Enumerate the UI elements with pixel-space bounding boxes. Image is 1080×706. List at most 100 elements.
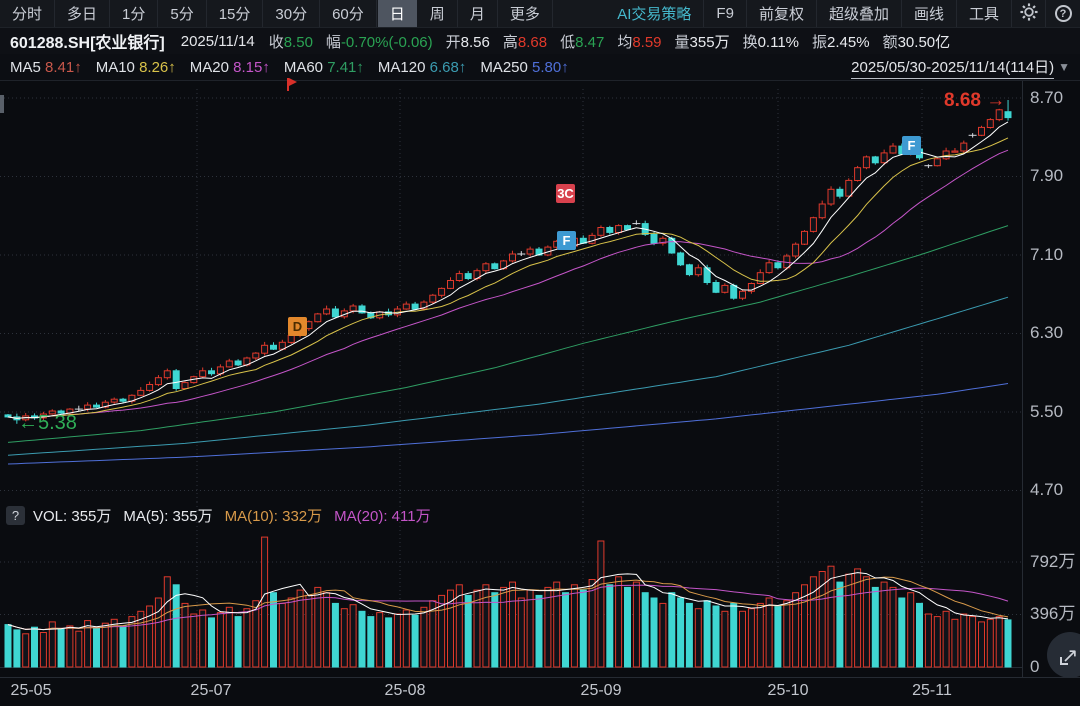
volume-tick-0: 0 <box>1030 657 1040 676</box>
ma-label: MA5 <box>10 58 46 76</box>
ma-value: 6.68↑ <box>429 58 467 76</box>
period-tab-1分[interactable]: 1分 <box>110 0 159 27</box>
quote-stat-value: 8.68 <box>517 33 548 51</box>
ma-item-MA120: MA120 6.68↑ <box>378 59 466 76</box>
volume-help-button[interactable]: ? <box>6 506 25 525</box>
period-tab-周[interactable]: 周 <box>418 0 458 27</box>
period-tab-月[interactable]: 月 <box>458 0 498 27</box>
price-tick-6.30: 6.30 <box>1030 323 1064 342</box>
quote-stat-label: 额 <box>882 33 898 51</box>
volume-chart[interactable] <box>0 502 1022 677</box>
tool-button-AI交易策略[interactable]: AI交易策略 <box>605 0 705 27</box>
quote-stat-幅: 幅-0.70%(-0.06) <box>326 31 433 52</box>
flag-icon <box>287 78 297 91</box>
help-button[interactable]: ? <box>1046 0 1080 27</box>
quote-stat-label: 振 <box>812 33 828 51</box>
arrow-left-icon: ← <box>18 412 38 434</box>
quote-stat-低: 低8.47 <box>560 31 604 52</box>
period-tab-多日[interactable]: 多日 <box>55 0 111 27</box>
arrow-right-icon: → <box>986 90 1006 111</box>
period-tab-30分[interactable]: 30分 <box>263 0 321 27</box>
period-tab-15分[interactable]: 15分 <box>207 0 264 27</box>
quote-stat-额: 额30.50亿 <box>883 31 951 52</box>
price-tick-5.50: 5.50 <box>1030 402 1064 421</box>
period-tab-60分[interactable]: 60分 <box>320 0 377 27</box>
ma-item-MA5: MA5 8.41↑ <box>10 59 82 76</box>
high-price-value: 8.68 <box>944 90 987 111</box>
period-tab-日[interactable]: 日 <box>377 0 417 27</box>
tool-button-超级叠加[interactable]: 超级叠加 <box>817 0 902 27</box>
tool-button-F9[interactable]: F9 <box>704 0 747 27</box>
vol-ma-VOL: VOL: 355万 <box>33 508 112 525</box>
quote-bar: 601288.SH[农业银行] 2025/11/14 收8.50 幅-0.70%(… <box>0 28 1080 54</box>
tool-button-前复权[interactable]: 前复权 <box>747 0 817 27</box>
quote-stat-开: 开8.56 <box>446 31 490 52</box>
quote-stat-value: 8.47 <box>575 33 605 51</box>
ma-label: MA120 <box>377 58 430 76</box>
volume-header: ? VOL: 355万 MA(5): 355万 MA(10): 332万 MA(20)… <box>6 505 443 526</box>
date-range-selector[interactable]: 2025/05/30-2025/11/14(114日) ▼ <box>851 56 1070 79</box>
price-tick-8.70: 8.70 <box>1030 88 1064 107</box>
ma-label: MA250 <box>480 58 533 76</box>
ma-item-MA10: MA10 8.26↑ <box>96 59 176 76</box>
settings-button[interactable] <box>1012 0 1046 27</box>
quote-stat-value: 30.50亿 <box>897 33 951 51</box>
ma-label: MA10 <box>95 58 140 76</box>
toolbar-right: AI交易策略 F9 前复权 超级叠加 画线 工具 <box>605 0 1080 27</box>
quote-stat-label: 幅 <box>325 33 341 51</box>
quote-stat-value: 0.11% <box>757 33 800 51</box>
chevron-down-icon: ▼ <box>1058 60 1070 74</box>
quote-stat-label: 低 <box>560 33 576 51</box>
quote-stat-value: 8.56 <box>460 33 490 51</box>
quote-stat-振: 振2.45% <box>812 31 870 52</box>
time-tick-25-09: 25-09 <box>580 682 622 699</box>
quote-stat-value: -0.70%(-0.06) <box>340 33 433 51</box>
signal-badge-3C[interactable]: 3C <box>556 184 575 203</box>
period-toolbar: 分时 多日 1分 5分 15分 30分 60分日周月更多 AI交易策略 F9 前复权 超级叠加 画线… <box>0 0 1080 28</box>
quote-stat-量: 量355万 <box>675 31 730 52</box>
ma-value: 8.15↑ <box>233 58 270 76</box>
tool-button-工具[interactable]: 工具 <box>957 0 1012 27</box>
signal-badge-D[interactable]: D <box>288 317 307 336</box>
ma-item-MA250: MA250 5.80↑ <box>480 59 568 76</box>
tool-button-画线[interactable]: 画线 <box>902 0 957 27</box>
time-tick-25-11: 25-11 <box>912 682 952 699</box>
quote-stat-label: 换 <box>742 33 758 51</box>
quote-stat-均: 均8.59 <box>617 31 661 52</box>
left-scroll-handle[interactable] <box>0 95 4 113</box>
ma-value: 5.80↑ <box>532 58 569 76</box>
price-tick-7.90: 7.90 <box>1030 166 1064 185</box>
time-tick-25-10: 25-10 <box>767 682 809 699</box>
high-price-tag: 8.68 → <box>944 90 1005 112</box>
expand-chart-button[interactable]: ↗ <box>1047 632 1080 678</box>
ma-value: 8.41↑ <box>45 58 82 76</box>
ma-label: MA20 <box>189 58 234 76</box>
tool-buttons: AI交易策略 F9 前复权 超级叠加 画线 工具 <box>605 0 1012 27</box>
quote-stat-label: 高 <box>502 33 518 51</box>
ma-values: MA5 8.41↑ MA10 8.26↑ MA20 8.15↑ MA60 7.41↑ M… <box>10 59 583 76</box>
chart-area: 8.70 7.90 7.10 6.30 5.50 4.70 792万 396万 0 ? VOL… <box>0 78 1080 706</box>
time-axis: 25-05 25-07 25-08 25-09 25-10 25-11 <box>0 677 1080 706</box>
time-tick-25-08: 25-08 <box>384 682 426 699</box>
period-tab-分时[interactable]: 分时 <box>0 0 56 27</box>
signal-badge-F[interactable]: F <box>902 136 921 155</box>
ma-label: MA60 <box>283 58 328 76</box>
quote-stat-label: 均 <box>617 33 633 51</box>
time-tick-25-07: 25-07 <box>190 682 232 699</box>
main-price-chart[interactable] <box>0 81 1022 502</box>
period-tab-更多[interactable]: 更多 <box>498 0 553 27</box>
low-price-value: 5.38 <box>38 412 77 434</box>
quote-stat-label: 量 <box>674 33 690 51</box>
quote-stat-高: 高8.68 <box>503 31 547 52</box>
stock-symbol: 601288.SH[农业银行] <box>10 35 165 52</box>
quote-stat-value: 8.50 <box>283 33 313 51</box>
volume-tick-792: 792万 <box>1030 552 1076 571</box>
period-tab-5分[interactable]: 5分 <box>158 0 207 27</box>
signal-badge-F[interactable]: F <box>557 231 576 250</box>
ma-item-MA60: MA60 7.41↑ <box>284 59 364 76</box>
time-tick-25-05: 25-05 <box>10 682 52 699</box>
quote-stat-换: 换0.11% <box>743 31 799 52</box>
gear-icon <box>1019 2 1038 25</box>
price-tick-7.10: 7.10 <box>1030 245 1064 264</box>
